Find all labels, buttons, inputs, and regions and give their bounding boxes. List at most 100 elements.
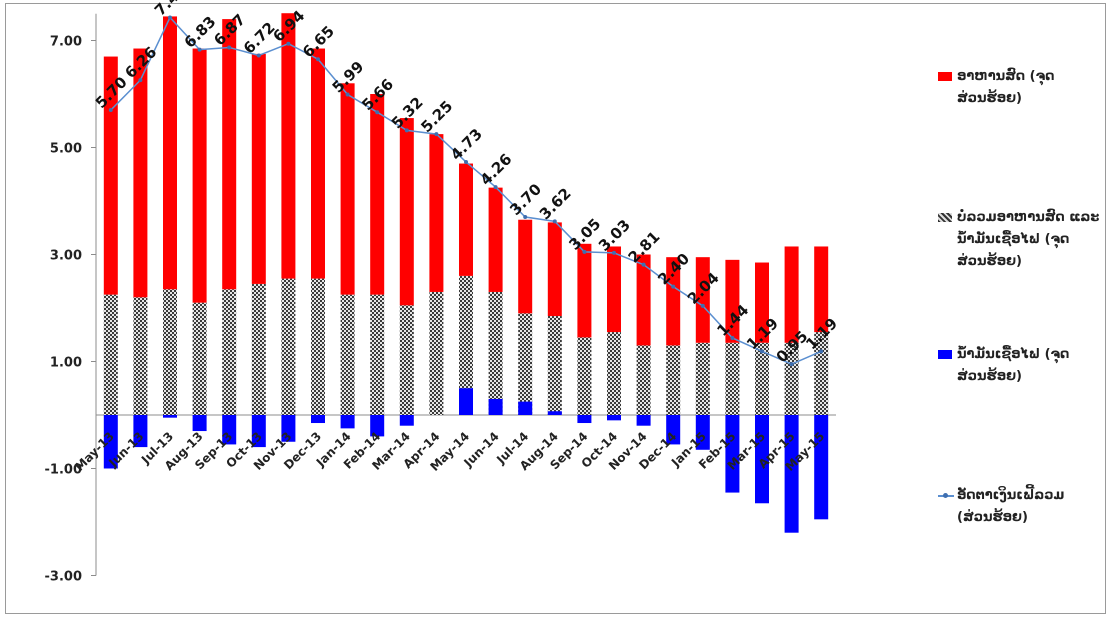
- y-tick-label: 1.00: [50, 356, 82, 371]
- inflation-data-label: 4.73: [447, 125, 486, 164]
- bar-fuel: [311, 415, 325, 424]
- inflation-point: [375, 110, 380, 115]
- bar-nonfood: [429, 291, 444, 415]
- bar-fuel: [725, 415, 740, 493]
- bar-nonfood: [311, 278, 325, 415]
- inflation-point: [345, 92, 350, 97]
- bar-food: [459, 163, 473, 276]
- bar-food: [163, 16, 177, 290]
- bar-nonfood: [163, 289, 177, 415]
- y-tick-label: 7.00: [50, 35, 82, 50]
- bar-nonfood: [340, 294, 355, 415]
- bar-nonfood: [666, 345, 681, 415]
- bar-nonfood: [725, 342, 740, 415]
- inflation-point: [582, 249, 587, 254]
- bar-food: [518, 219, 533, 314]
- bar-food: [311, 48, 325, 279]
- inflation-point: [108, 108, 113, 113]
- inflation-point: [760, 349, 764, 354]
- y-tick-label: 5.00: [50, 142, 82, 157]
- inflation-point: [286, 41, 291, 46]
- bar-nonfood: [459, 275, 473, 415]
- bar-food: [636, 254, 651, 346]
- bar-nonfood: [103, 294, 118, 415]
- legend-swatch-fuel: [938, 350, 952, 359]
- inflation-point: [641, 262, 646, 267]
- bar-fuel: [251, 415, 266, 448]
- bar-nonfood: [488, 291, 503, 415]
- bar-fuel: [695, 415, 710, 450]
- bar-nonfood: [192, 302, 207, 415]
- bar-fuel: [103, 415, 118, 469]
- legend-swatch-nonfood: [938, 213, 952, 222]
- bar-nonfood: [222, 289, 237, 415]
- bar-nonfood: [636, 345, 651, 415]
- bar-fuel: [281, 415, 296, 442]
- bar-food: [222, 19, 237, 290]
- inflation-point: [552, 219, 557, 224]
- inflation-point: [227, 45, 232, 50]
- bar-fuel: [547, 411, 562, 415]
- y-tick-label: -3.00: [45, 570, 82, 585]
- bar-food: [281, 13, 296, 279]
- bar-nonfood: [399, 305, 414, 415]
- bar-food: [784, 246, 799, 343]
- bar-fuel: [814, 415, 829, 520]
- bar-fuel: [222, 415, 237, 445]
- legend-swatch-food: [938, 72, 952, 81]
- inflation-data-label: 4.26: [477, 150, 516, 189]
- bar-fuel: [755, 415, 769, 504]
- inflation-point: [819, 349, 824, 354]
- inflation-point: [523, 215, 528, 220]
- inflation-point: [256, 53, 261, 58]
- bar-fuel: [192, 415, 207, 432]
- inflation-point: [138, 78, 143, 83]
- chart-frame: [5, 3, 1106, 614]
- inflation-point: [671, 284, 676, 289]
- inflation-point: [404, 128, 409, 133]
- bar-food: [725, 259, 740, 343]
- bar-nonfood: [577, 337, 592, 415]
- bar-fuel: [163, 415, 177, 418]
- inflation-point: [730, 335, 735, 340]
- bar-food: [133, 48, 148, 298]
- bar-fuel: [399, 415, 414, 426]
- bar-nonfood: [784, 342, 799, 415]
- legend-swatch-inflation: [938, 493, 954, 498]
- bar-food: [547, 222, 562, 317]
- bar-food: [399, 118, 414, 306]
- bar-nonfood: [251, 283, 266, 415]
- bar-fuel: [340, 415, 355, 429]
- inflation-point: [316, 57, 320, 62]
- bar-food: [755, 262, 769, 343]
- inflation-point: [789, 362, 794, 367]
- legend-label-fuel: ນ້ຳມັນເຊື້ອໄຟ (ຈຸດ ສ່ວນຮ້ອຍ): [957, 347, 1070, 384]
- bar-nonfood: [370, 294, 385, 415]
- bar-food: [429, 134, 444, 292]
- bar-nonfood: [607, 332, 621, 415]
- bar-fuel: [784, 415, 799, 533]
- bar-nonfood: [133, 297, 148, 415]
- bar-nonfood: [281, 278, 296, 415]
- bar-food: [192, 48, 207, 303]
- bar-food: [577, 243, 592, 338]
- bar-fuel: [370, 415, 385, 437]
- bar-food: [370, 94, 385, 295]
- inflation-point: [434, 132, 439, 137]
- bar-food: [666, 257, 681, 346]
- legend-label-inflation: ອັດຕາເງິນເຟີ້ລວມ (ສ່ວນຮ້ອຍ): [957, 488, 1065, 525]
- legend-label-nonfood: ບໍ່ລວມອາຫານສົດ ແລະ ນ້ຳມັນເຊື້ອໄຟ (ຈຸດສ່ວ…: [957, 210, 1100, 269]
- y-tick-label: 3.00: [50, 249, 82, 264]
- y-tick-label: -1.00: [45, 463, 82, 478]
- bar-nonfood: [695, 342, 710, 415]
- bar-nonfood: [547, 316, 562, 415]
- inflation-point: [612, 250, 616, 255]
- bar-food: [340, 83, 355, 295]
- bar-nonfood: [518, 313, 533, 415]
- bar-fuel: [488, 398, 503, 415]
- bar-food: [103, 56, 118, 295]
- bar-fuel: [518, 401, 533, 415]
- bar-food: [251, 53, 266, 284]
- bar-fuel: [666, 415, 681, 445]
